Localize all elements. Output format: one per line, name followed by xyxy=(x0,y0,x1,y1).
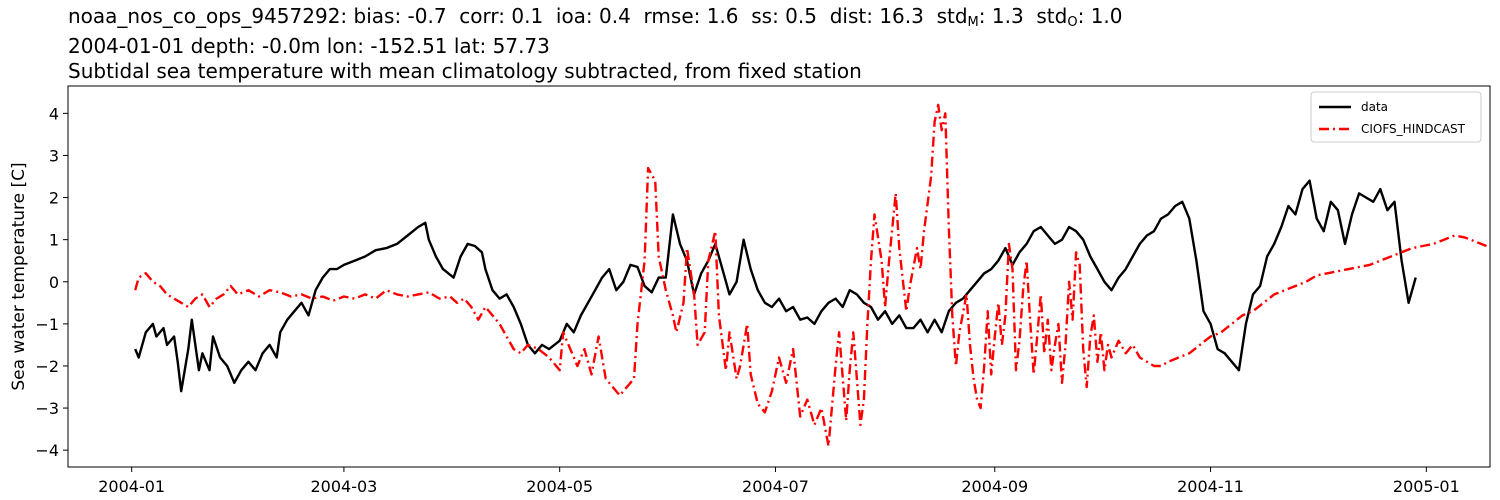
y-tick-label: −2 xyxy=(35,357,59,376)
std-m-subscript: M xyxy=(967,15,979,30)
x-tick-label: 2004-01 xyxy=(98,477,165,496)
y-tick-label: −1 xyxy=(35,315,59,334)
legend-entry: CIOFS_HINDCAST xyxy=(1361,122,1466,136)
description-line: Subtidal sea temperature with mean clima… xyxy=(68,59,862,83)
x-tick-label: 2004-05 xyxy=(526,477,593,496)
y-tick-label: 4 xyxy=(49,104,59,123)
std-o-sep: : xyxy=(1077,4,1091,28)
y-tick-label: 3 xyxy=(49,146,59,165)
x-tick-label: 2004-11 xyxy=(1177,477,1244,496)
series-ciofs-hindcast-line xyxy=(134,103,1487,448)
stats-separator: : xyxy=(340,4,354,28)
stats-line: noaa_nos_co_ops_9457292: bias: -0.7 corr… xyxy=(68,4,1123,35)
std-o-subscript: O xyxy=(1067,15,1078,30)
x-tick-label: 2004-09 xyxy=(961,477,1028,496)
y-tick-label: −3 xyxy=(35,399,59,418)
legend-entry: data xyxy=(1361,100,1388,114)
std-o-label: std xyxy=(1036,4,1068,28)
y-tick-label: 2 xyxy=(49,189,59,208)
std-m-value: 1.3 xyxy=(991,4,1024,28)
x-tick-label: 2004-03 xyxy=(310,477,377,496)
y-axis-label: Sea water temperature [C] xyxy=(9,162,29,390)
stats-values: bias: -0.7 corr: 0.1 ioa: 0.4 rmse: 1.6 … xyxy=(353,4,937,28)
std-m-sep: : xyxy=(978,4,992,28)
x-tick-label: 2004-07 xyxy=(742,477,809,496)
y-tick-label: 0 xyxy=(49,273,59,292)
y-tick-label: 1 xyxy=(49,231,59,250)
legend: data CIOFS_HINDCAST xyxy=(1310,91,1482,143)
y-tick-label: −4 xyxy=(35,441,59,460)
series-data-line xyxy=(134,179,1417,393)
station-id: noaa_nos_co_ops_9457292 xyxy=(68,4,341,28)
std-o-value: 1.0 xyxy=(1090,4,1123,28)
std-m-label: std xyxy=(936,4,968,28)
axes-frame xyxy=(67,85,1491,468)
x-axis: 2004-01 2004-03 2004-05 2004-07 2004-09 2004-… xyxy=(98,467,1460,496)
legend-box xyxy=(1310,91,1482,143)
series-layer xyxy=(134,103,1487,448)
x-tick-label: 2005-01 xyxy=(1393,477,1460,496)
location-line: 2004-01-01 depth: -0.0m lon: -152.51 lat… xyxy=(68,34,550,58)
y-axis: −4 −3 −2 −1 0 1 2 3 4 xyxy=(35,104,68,460)
